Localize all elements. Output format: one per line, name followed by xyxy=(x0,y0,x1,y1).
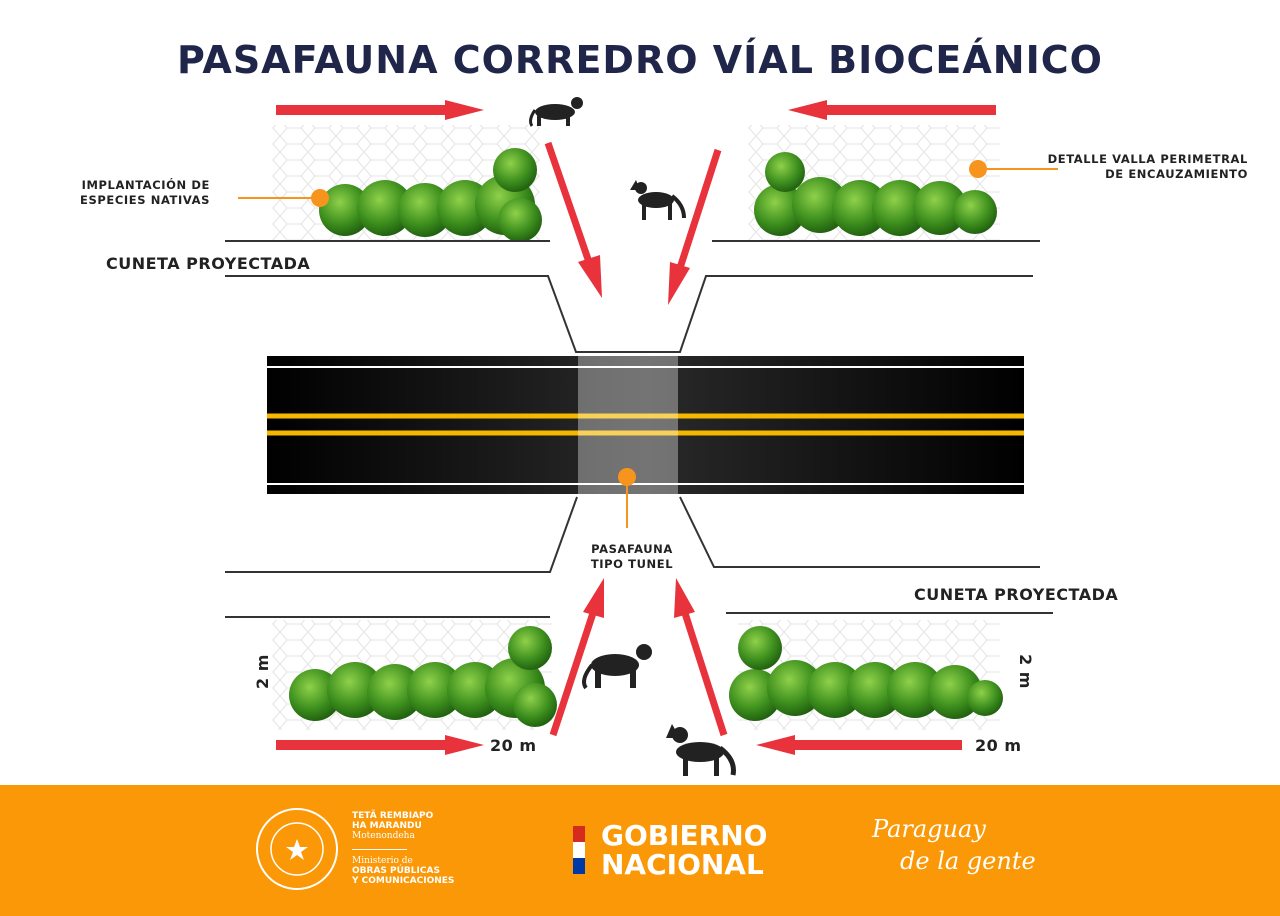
logo-line: GOBIERNO xyxy=(601,819,768,852)
slogan-line: de la gente xyxy=(900,847,1036,875)
label-fence-detail: DETALLE VALLA PERIMETRAL DE ENCAUZAMIENT… xyxy=(1030,152,1248,182)
arrow-down-left-icon xyxy=(668,148,722,305)
ministry-block: TETÃ REMBIAPO HA MARANDU Motenondeha Min… xyxy=(352,811,454,886)
marker-tunnel xyxy=(618,468,636,486)
label-width-left: 20 m xyxy=(490,736,537,755)
callouts xyxy=(238,160,1058,528)
road xyxy=(267,356,1024,494)
page-title: PASAFAUNA CORREDRO VÍAL BIOCEÁNICO xyxy=(177,38,1103,82)
divider xyxy=(352,849,407,850)
vegetation-bottom-right xyxy=(729,626,1003,721)
dog-icon xyxy=(666,724,736,776)
marker-fence xyxy=(969,160,987,178)
arrow-right-icon xyxy=(276,735,484,755)
label-line: DETALLE VALLA PERIMETRAL xyxy=(1047,152,1248,166)
arrow-down-right-icon xyxy=(544,141,602,298)
label-line: PASAFAUNA xyxy=(591,542,673,556)
ministry-line: Y COMUNICACIONES xyxy=(352,876,455,886)
ground-lines xyxy=(225,240,1053,618)
vegetation-bottom-left xyxy=(289,626,557,727)
logo-line: NACIONAL xyxy=(601,848,764,881)
tagline-line: HA MARANDU xyxy=(352,821,422,831)
jaguar-icon xyxy=(582,644,652,690)
vegetation-top-right xyxy=(754,152,997,236)
national-seal-logo xyxy=(256,808,338,890)
footer: TETÃ REMBIAPO HA MARANDU Motenondeha Min… xyxy=(0,785,1280,916)
arrow-right-icon xyxy=(276,100,484,120)
arrow-left-icon xyxy=(788,100,996,120)
tagline-line: Motenondeha xyxy=(352,831,415,841)
arrow-up-right-icon xyxy=(549,578,604,737)
flag-icon xyxy=(573,826,585,874)
label-line: ESPECIES NATIVAS xyxy=(80,193,210,207)
marker-native-species xyxy=(311,189,329,207)
slogan-line: Paraguay xyxy=(872,815,986,843)
label-cuneta-bottom: CUNETA PROYECTADA xyxy=(914,585,1119,604)
direction-arrows xyxy=(276,100,996,755)
arrow-left-icon xyxy=(756,735,962,755)
vegetation-top-left xyxy=(319,148,542,242)
label-line: IMPLANTACIÓN DE xyxy=(81,178,210,192)
label-line: TIPO TUNEL xyxy=(590,557,674,571)
jaguar-icon xyxy=(529,97,583,127)
label-width-right: 20 m xyxy=(975,736,1022,755)
slogan-logo: Paraguay de la gente xyxy=(872,813,1036,877)
tagline-line: TETÃ REMBIAPO xyxy=(352,811,434,821)
label-line: DE ENCAUZAMIENTO xyxy=(1105,167,1248,181)
label-height-left: 2 m xyxy=(252,654,272,689)
ministry-line: Ministerio de xyxy=(352,856,413,866)
dog-icon xyxy=(630,180,686,220)
gobierno-nacional-logo: GOBIERNO NACIONAL xyxy=(601,821,767,879)
label-native-species: IMPLANTACIÓN DE ESPECIES NATIVAS xyxy=(68,178,210,208)
ministry-line: OBRAS PÚBLICAS xyxy=(352,866,440,876)
label-tunnel: PASAFAUNA TIPO TUNEL xyxy=(577,542,687,572)
label-cuneta-top: CUNETA PROYECTADA xyxy=(106,254,311,273)
arrow-up-left-icon xyxy=(674,578,728,737)
label-height-right: 2 m xyxy=(1015,654,1035,689)
